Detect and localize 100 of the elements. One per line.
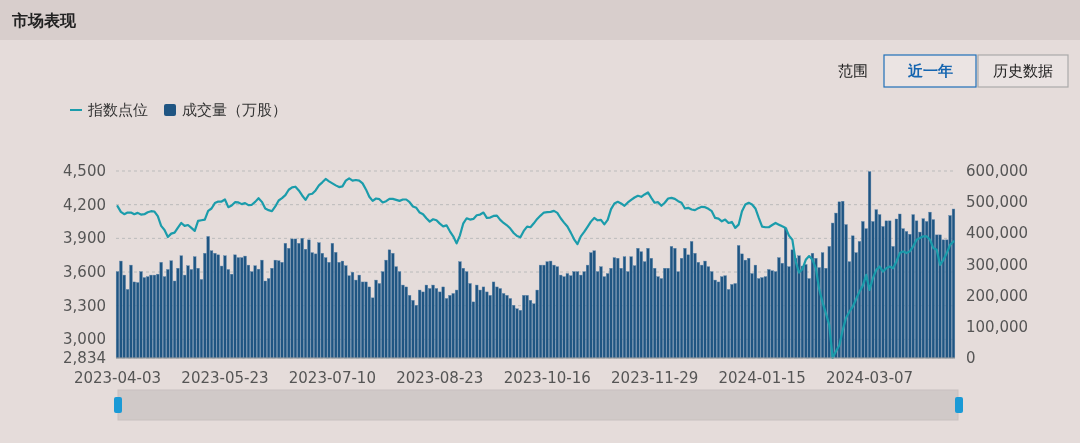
bar — [868, 171, 872, 359]
bar — [216, 254, 220, 359]
bar — [431, 284, 435, 359]
bar — [139, 271, 143, 359]
bar — [223, 255, 227, 359]
bar — [213, 253, 217, 359]
y2-tick-label: 200,000 — [966, 286, 1029, 305]
bar — [538, 264, 543, 359]
y-tick-label: 3,900 — [63, 229, 106, 248]
y-tick-label: 3,600 — [63, 263, 106, 282]
bar — [515, 308, 519, 359]
bar — [898, 213, 902, 359]
bar — [760, 277, 764, 359]
bar — [841, 201, 845, 359]
bar — [730, 284, 734, 359]
bar — [569, 275, 573, 359]
bar — [821, 252, 825, 359]
bar — [233, 254, 237, 359]
bar — [451, 293, 455, 359]
bar — [797, 255, 801, 359]
bar — [837, 201, 841, 359]
bar — [616, 258, 620, 359]
bar — [491, 281, 496, 359]
x-tick-label: 2024-03-07 — [825, 369, 914, 387]
bar — [669, 246, 674, 359]
bar — [434, 288, 438, 359]
bar — [552, 264, 556, 359]
y2-tick-label: 300,000 — [966, 255, 1029, 274]
y-tick-label: 2,834 — [63, 349, 106, 367]
bar — [186, 265, 190, 359]
bar — [481, 286, 485, 359]
bar — [253, 265, 257, 359]
bar — [404, 286, 408, 359]
bar — [612, 257, 616, 359]
chart-title: 市场表现 — [11, 10, 77, 30]
bar — [179, 255, 183, 359]
bar — [260, 259, 264, 359]
bar — [770, 270, 774, 359]
bar — [646, 248, 650, 359]
legend-label: 成交量（万股） — [182, 101, 287, 119]
bar — [283, 243, 287, 359]
text: 历史数据 — [993, 62, 1053, 80]
x-tick-label: 2023-05-23 — [181, 369, 269, 387]
bar — [159, 262, 163, 359]
bar — [720, 276, 724, 359]
bar — [737, 245, 741, 359]
bar — [498, 288, 502, 359]
y2-tick-label: 600,000 — [966, 162, 1029, 180]
bar — [636, 248, 640, 359]
bar — [542, 264, 546, 359]
bar — [300, 238, 304, 359]
bar — [387, 249, 391, 359]
y2-tick-label: 400,000 — [966, 224, 1029, 243]
bar — [884, 220, 888, 359]
bar — [465, 271, 469, 359]
bar — [330, 243, 334, 359]
bar — [904, 231, 909, 359]
bar — [364, 281, 368, 359]
bar — [703, 260, 707, 359]
bar — [448, 295, 452, 359]
bar — [851, 235, 855, 359]
bar — [629, 256, 633, 359]
bar — [428, 288, 432, 359]
bar — [146, 276, 150, 359]
bar — [747, 258, 751, 359]
bar — [622, 256, 627, 359]
bar — [911, 214, 915, 359]
bar — [458, 261, 462, 359]
x-tick-label: 2023-07-10 — [288, 369, 376, 387]
bar — [374, 279, 378, 359]
bar — [129, 264, 133, 359]
bar — [753, 264, 757, 359]
y-tick-label: 3,000 — [63, 330, 106, 349]
bar — [307, 239, 311, 359]
bar — [784, 227, 788, 359]
bar — [340, 260, 344, 359]
bar — [508, 298, 512, 359]
bar — [921, 218, 925, 359]
bar — [273, 259, 277, 359]
x-tick-label: 2023-08-23 — [396, 369, 484, 387]
x-tick-label: 2023-04-03 — [73, 369, 162, 387]
bar — [938, 234, 942, 359]
bar — [418, 289, 422, 359]
bar — [119, 260, 123, 359]
bar — [562, 276, 566, 359]
bar — [810, 253, 815, 359]
bar — [874, 209, 878, 359]
bar — [193, 256, 197, 359]
bar — [639, 251, 643, 359]
legend-label: 指数点位 — [87, 101, 148, 119]
bar — [240, 257, 244, 359]
y2-tick-label: 500,000 — [966, 193, 1029, 212]
bar — [236, 257, 240, 359]
bar — [928, 211, 932, 359]
bar — [673, 248, 677, 359]
bar — [575, 271, 580, 359]
bar — [663, 268, 667, 359]
bar — [317, 242, 321, 359]
bar — [592, 250, 596, 359]
bar — [545, 261, 549, 359]
